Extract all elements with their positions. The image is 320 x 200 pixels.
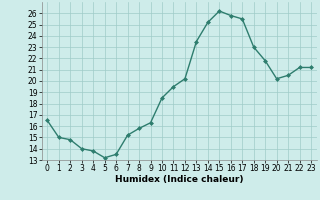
X-axis label: Humidex (Indice chaleur): Humidex (Indice chaleur) bbox=[115, 175, 244, 184]
